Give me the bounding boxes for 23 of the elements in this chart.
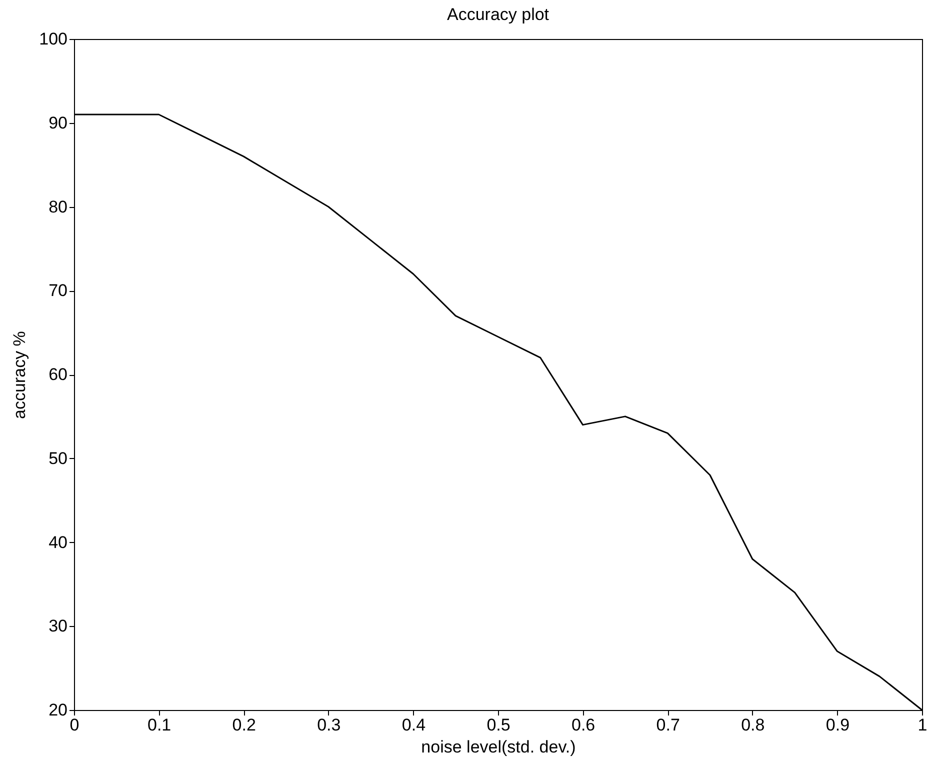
x-tick-label: 0.5 (486, 716, 510, 734)
y-axis-title: accuracy % (10, 331, 30, 419)
y-tick-label: 70 (48, 281, 68, 300)
x-tick-label: 0.9 (826, 716, 850, 734)
chart-title: Accuracy plot (446, 5, 550, 24)
x-tick-label: 0.3 (317, 716, 341, 734)
y-tick-label: 90 (48, 113, 68, 132)
y-tick-label: 100 (39, 30, 68, 48)
x-axis-title: noise level(std. dev.) (421, 738, 576, 756)
x-tick-label: 0.1 (147, 716, 172, 734)
y-tick-label: 30 (48, 616, 68, 636)
x-tick-label: 0.6 (571, 716, 596, 734)
x-tick-label: 0 (70, 716, 80, 734)
x-tick-label: 0.2 (232, 716, 256, 734)
y-tick-label: 20 (48, 700, 68, 720)
y-tick-label: 60 (48, 365, 68, 384)
x-tick-label: 0.8 (741, 716, 765, 734)
x-tick-label: 1 (918, 716, 928, 734)
x-tick-label: 0.4 (402, 716, 426, 734)
y-tick-label: 50 (48, 448, 68, 468)
y-tick-label: 40 (48, 532, 68, 552)
y-tick-label: 80 (48, 197, 68, 216)
x-tick-label: 0.7 (656, 716, 680, 734)
